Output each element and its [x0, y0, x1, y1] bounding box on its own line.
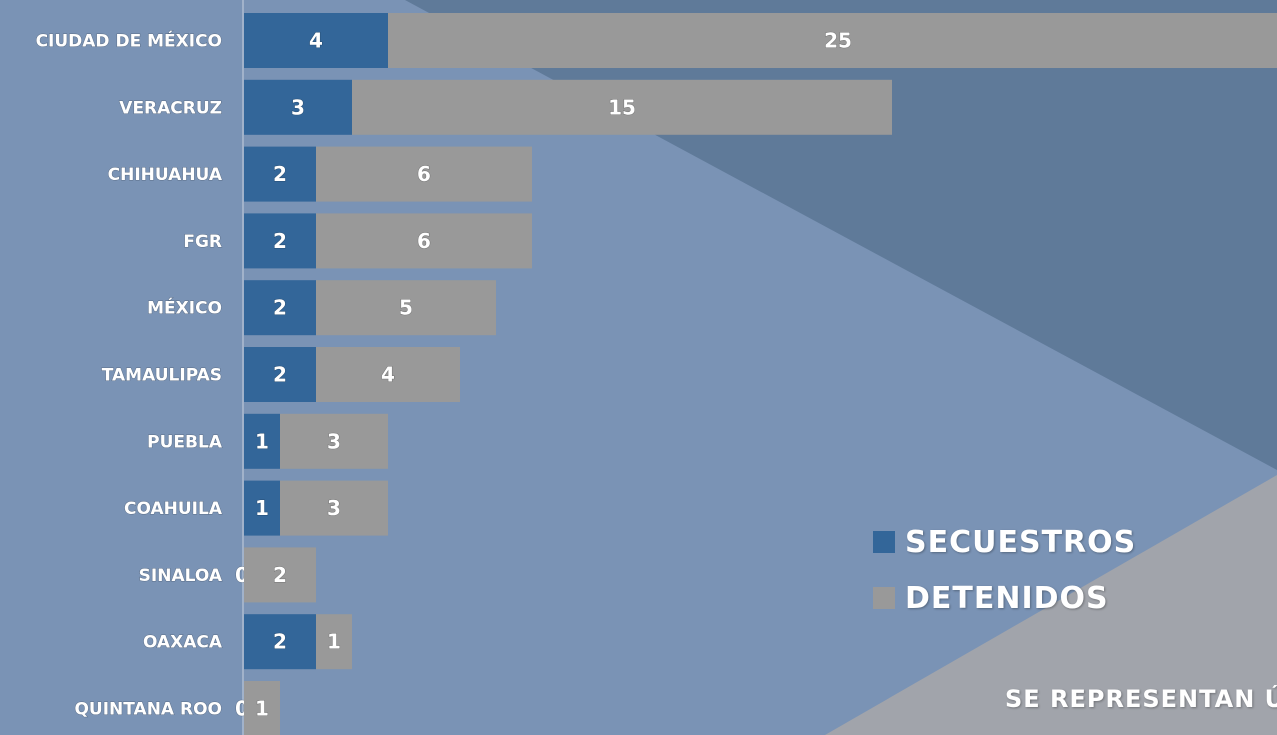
value-label-secuestros-mexico: 2 [273, 296, 287, 320]
value-label-detenidos-coahuila: 3 [327, 496, 341, 520]
legend-item-secuestros: SECUESTROS [873, 524, 1137, 560]
category-label-coahuila: COAHUILA [124, 499, 223, 519]
value-label-detenidos-ciudad-de-mexico: 25 [824, 29, 852, 53]
legend-swatch-detenidos [873, 587, 895, 609]
category-label-puebla: PUEBLA [147, 432, 223, 452]
bar-detenidos-sinaloa [244, 547, 316, 603]
bar-secuestros-ciudad-de-mexico [244, 13, 388, 68]
category-label-oaxaca: OAXACA [143, 633, 223, 653]
value-label-secuestros-ciudad-de-mexico: 4 [309, 29, 323, 53]
value-label-detenidos-puebla: 3 [327, 429, 341, 453]
category-label-veracruz: VERACRUZ [119, 98, 222, 118]
category-label-fgr: FGR [183, 232, 222, 252]
legend-label-detenidos: DETENIDOS [905, 580, 1109, 616]
value-label-detenidos-veracruz: 15 [608, 95, 636, 119]
bar-detenidos-puebla [280, 413, 388, 469]
value-label-detenidos-tamaulipas: 4 [381, 363, 395, 387]
bar-detenidos-coahuila [280, 480, 388, 536]
value-label-detenidos-fgr: 6 [417, 229, 431, 253]
legend: SECUESTROS DETENIDOS [873, 525, 1136, 637]
bar-detenidos-quintana-roo [244, 681, 280, 735]
legend-label-secuestros: SECUESTROS [905, 524, 1137, 560]
bar-secuestros-puebla [244, 413, 280, 469]
bar-detenidos-veracruz [352, 79, 892, 135]
bar-detenidos-mexico [316, 280, 496, 336]
bar-detenidos-chihuahua [316, 146, 532, 202]
category-label-quintana-roo: QUINTANA ROO [74, 700, 222, 720]
value-label-secuestros-veracruz: 3 [291, 95, 305, 119]
bar-secuestros-chihuahua [244, 146, 316, 202]
bar-secuestros-tamaulipas [244, 347, 316, 402]
bar-detenidos-tamaulipas [316, 347, 460, 402]
legend-swatch-secuestros [873, 531, 895, 553]
category-label-chihuahua: CHIHUAHUA [108, 165, 223, 185]
value-label-detenidos-mexico: 5 [399, 296, 413, 320]
value-label-secuestros-fgr: 2 [273, 229, 287, 253]
bar-detenidos-ciudad-de-mexico [388, 13, 1277, 68]
category-label-mexico: MÉXICO [147, 297, 222, 319]
bar-secuestros-fgr [244, 213, 316, 269]
value-label-secuestros-coahuila: 1 [255, 496, 269, 520]
bar-secuestros-mexico [244, 280, 316, 336]
value-label-secuestros-puebla: 1 [255, 429, 269, 453]
category-label-ciudad-de-mexico: CIUDAD DE MÉXICO [36, 30, 222, 52]
value-label-secuestros-tamaulipas: 2 [273, 363, 287, 387]
category-label-sinaloa: SINALOA [139, 566, 223, 586]
value-label-detenidos-oaxaca: 1 [327, 630, 341, 654]
legend-item-detenidos: DETENIDOS [873, 580, 1136, 616]
bar-detenidos-fgr [316, 213, 532, 269]
value-label-secuestros-chihuahua: 2 [273, 162, 287, 186]
bar-secuestros-oaxaca [244, 614, 316, 670]
value-label-detenidos-sinaloa: 2 [273, 563, 287, 587]
background-gray-triangle [825, 475, 1277, 735]
value-label-secuestros-oaxaca: 2 [273, 630, 287, 654]
value-label-detenidos-chihuahua: 6 [417, 162, 431, 186]
category-label-tamaulipas: TAMAULIPAS [102, 366, 222, 386]
value-label-detenidos-quintana-roo: 1 [255, 697, 269, 721]
bar-detenidos-oaxaca [316, 614, 352, 670]
bar-secuestros-veracruz [244, 79, 352, 135]
bar-secuestros-coahuila [244, 480, 280, 536]
footnote: SE REPRESENTAN Ú [1005, 685, 1277, 713]
